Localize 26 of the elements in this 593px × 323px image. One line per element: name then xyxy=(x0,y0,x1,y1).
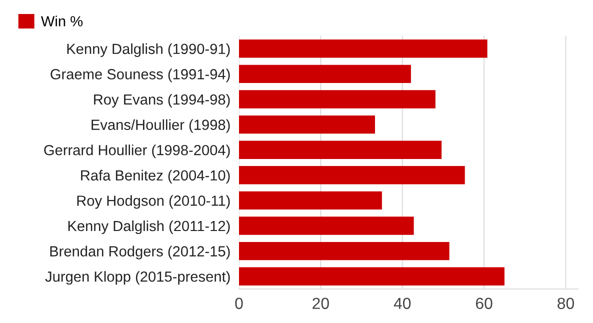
y-tick-label: Kenny Dalglish (1990-91) xyxy=(67,43,230,57)
y-tick-label: Evans/Houllier (1998) xyxy=(92,119,230,133)
y-tick-label: Brendan Rodgers (2012-15) xyxy=(50,246,230,260)
bar xyxy=(239,40,488,58)
bar xyxy=(239,242,450,260)
x-tick-label: 60 xyxy=(476,298,492,310)
bar xyxy=(239,166,465,184)
y-tick-label: Graeme Souness (1991-94) xyxy=(50,68,230,82)
y-tick-label: Kenny Dalglish (2011-12) xyxy=(68,220,230,234)
x-tick-label: 40 xyxy=(394,298,411,310)
bar xyxy=(239,64,411,84)
x-tick-label: 80 xyxy=(558,298,574,310)
bar xyxy=(239,115,376,134)
bar xyxy=(239,216,414,235)
legend-label: Win % xyxy=(40,16,83,26)
y-tick-label: Rafa Benitez (2004-10) xyxy=(81,170,230,184)
y-tick-label: Gerrard Houllier (1998-2004) xyxy=(44,144,230,158)
bar xyxy=(239,267,504,286)
x-tick-label: 0 xyxy=(235,298,243,310)
x-tick-label: 20 xyxy=(312,298,329,310)
y-tick-label: Roy Evans (1994-98) xyxy=(94,94,230,108)
bar xyxy=(239,191,382,210)
y-tick-label: Jurgen Klopp (2015-present) xyxy=(45,271,230,285)
bar xyxy=(239,140,442,159)
y-tick-label: Roy Hodgson (2010-11) xyxy=(77,195,230,209)
bar xyxy=(239,90,436,108)
